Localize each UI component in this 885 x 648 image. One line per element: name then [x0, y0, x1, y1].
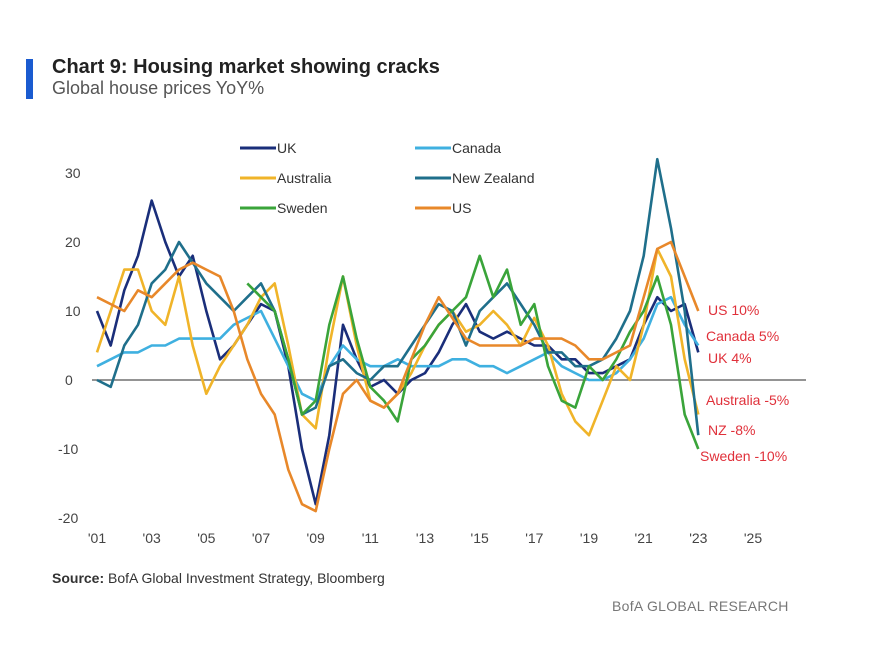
source-text: BofA Global Investment Strategy, Bloombe…: [104, 570, 385, 586]
end-value-annotation: Sweden -10%: [700, 448, 787, 464]
source-label: Source:: [52, 570, 105, 586]
y-tick-label: 10: [65, 303, 81, 319]
end-value-annotation: UK 4%: [708, 350, 752, 366]
x-tick-label: '21: [635, 530, 653, 546]
x-tick-label: '15: [471, 530, 489, 546]
x-tick-label: '09: [307, 530, 325, 546]
chart-subtitle: Global house prices YoY%: [52, 78, 265, 98]
series-line-us: [96, 240, 700, 513]
y-tick-label: 20: [65, 234, 81, 250]
series-line-canada: [96, 295, 700, 403]
x-tick-label: '01: [88, 530, 106, 546]
y-tick-label: -20: [58, 510, 78, 526]
legend-label: US: [452, 200, 471, 216]
x-tick-label: '03: [143, 530, 161, 546]
y-tick-label: 30: [65, 165, 81, 181]
end-value-annotation: Australia -5%: [706, 392, 789, 408]
legend-label: Sweden: [277, 200, 328, 216]
title-accent-bar: [26, 59, 33, 99]
end-value-annotation: Canada 5%: [706, 328, 779, 344]
x-tick-label: '25: [744, 530, 762, 546]
x-tick-label: '19: [580, 530, 598, 546]
series-line-new-zealand: [96, 157, 700, 436]
x-tick-label: '13: [416, 530, 434, 546]
x-tick-label: '11: [362, 530, 379, 546]
end-value-annotation: NZ -8%: [708, 422, 755, 438]
y-tick-label: -10: [58, 441, 78, 457]
end-value-annotation: US 10%: [708, 302, 759, 318]
source-note: Source: BofA Global Investment Strategy,…: [52, 570, 385, 586]
legend-label: New Zealand: [452, 170, 535, 186]
x-tick-label: '05: [197, 530, 215, 546]
x-tick-label: '23: [689, 530, 707, 546]
series-line-sweden: [246, 254, 700, 450]
y-tick-label: 0: [65, 372, 73, 388]
x-tick-label: '07: [252, 530, 270, 546]
x-tick-label: '17: [525, 530, 543, 546]
series-line-australia: [95, 247, 700, 437]
legend-label: Canada: [452, 140, 501, 156]
brand-label: BofA GLOBAL RESEARCH: [612, 598, 789, 614]
legend-label: Australia: [277, 170, 332, 186]
chart-title: Chart 9: Housing market showing cracks: [52, 56, 440, 78]
legend-label: UK: [277, 140, 297, 156]
